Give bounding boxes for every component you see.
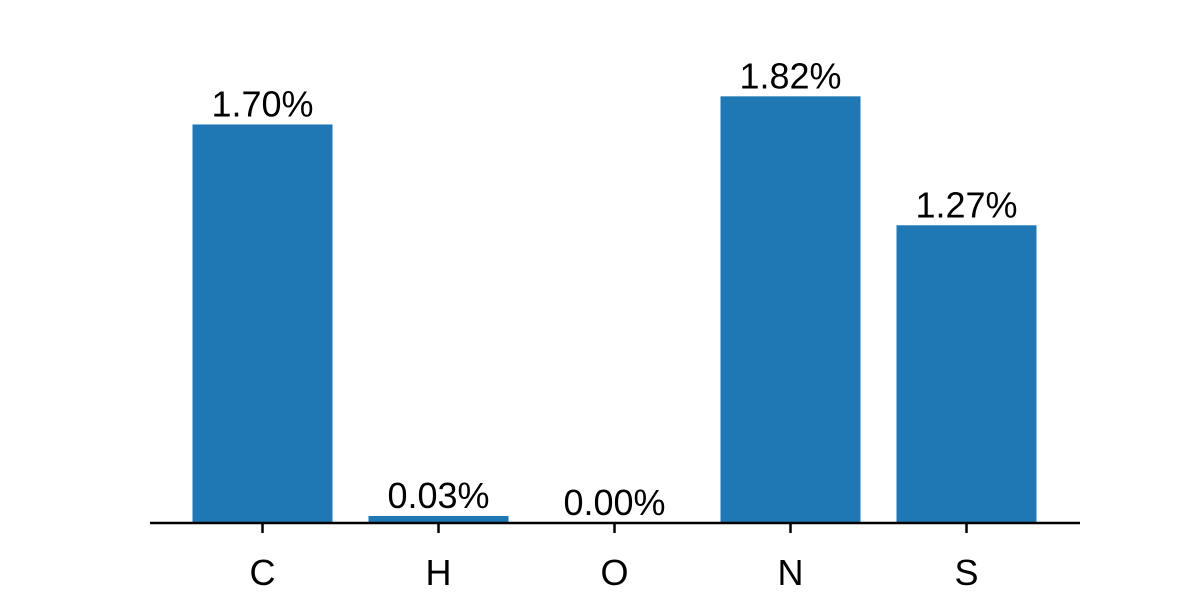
x-tick-label-h: H bbox=[426, 552, 452, 593]
x-tick-label-o: O bbox=[600, 552, 628, 593]
value-label-o: 0.00% bbox=[563, 482, 665, 523]
value-label-c: 1.70% bbox=[211, 83, 313, 124]
bar-c bbox=[192, 124, 333, 523]
value-label-n: 1.82% bbox=[739, 55, 841, 96]
x-ticks-group bbox=[261, 523, 968, 533]
value-labels-group: 1.70% 0.03% 0.00% 1.82% 1.27% bbox=[211, 55, 1017, 523]
bar-n bbox=[720, 96, 861, 523]
x-tick-label-s: S bbox=[954, 552, 978, 593]
value-label-s: 1.27% bbox=[915, 184, 1017, 225]
x-tick-label-n: N bbox=[778, 552, 804, 593]
x-tick-label-c: C bbox=[250, 552, 276, 593]
bar-h bbox=[368, 515, 509, 523]
value-label-h: 0.03% bbox=[387, 475, 489, 516]
bars-group bbox=[192, 96, 1037, 523]
bar-s bbox=[896, 225, 1037, 523]
